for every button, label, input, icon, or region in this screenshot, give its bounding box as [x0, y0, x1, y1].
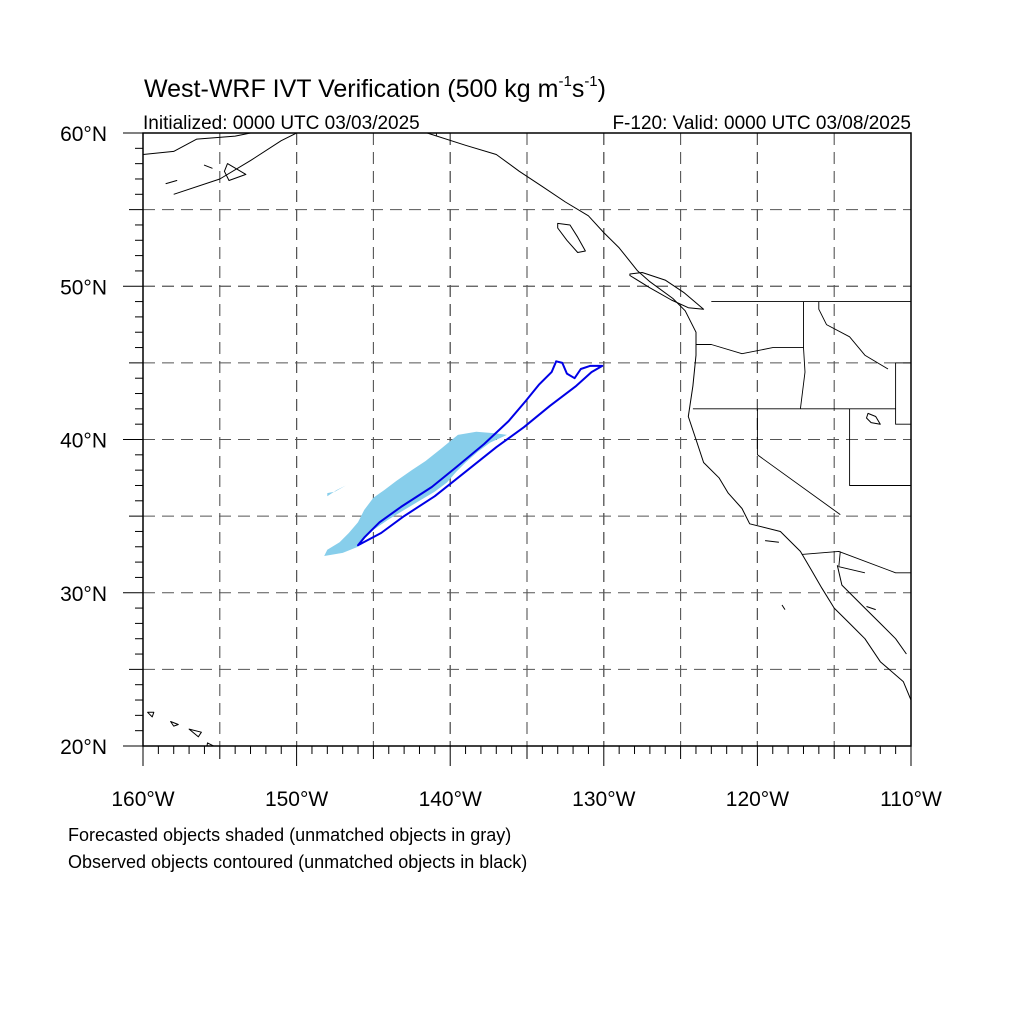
coastline-gulf-of-california [836, 565, 907, 655]
coastlines-and-borders [143, 133, 911, 746]
vancouver-island [629, 272, 705, 310]
political-border [756, 408, 841, 515]
ivt-objects [324, 360, 604, 556]
title-main: West-WRF IVT Verification (500 kg m [144, 75, 558, 103]
lon-tick-label: 110°W [880, 788, 942, 811]
alaska-island [165, 180, 178, 185]
political-border [838, 551, 866, 574]
lat-tick-label: 20°N [60, 736, 107, 759]
gridlines [143, 133, 911, 746]
title: West-WRF IVT Verification (500 kg m-1s-1… [144, 73, 606, 103]
lat-tick-label: 60°N [60, 123, 107, 146]
lon-tick-label: 150°W [265, 788, 328, 811]
baja-island [866, 606, 876, 611]
forecast-ivt-object [324, 431, 507, 556]
great-salt-lake [866, 412, 881, 425]
title-end: ) [598, 75, 606, 103]
axis-labels: 160°W 150°W 140°W 130°W 120°W 110°W 60°N 50°N 40… [60, 123, 942, 811]
political-border [801, 550, 911, 574]
lon-tick-label: 120°W [726, 788, 789, 811]
hawaii-island [188, 728, 202, 738]
forecast-ivt-fragment [327, 485, 346, 497]
lon-tick-label: 160°W [111, 788, 174, 811]
hawaii-island [206, 742, 215, 746]
lat-tick-label: 30°N [60, 583, 107, 606]
baja-island [781, 604, 786, 610]
haida-gwaii [557, 222, 586, 253]
alaska-island [223, 163, 247, 181]
lat-tick-label: 50°N [60, 276, 107, 299]
title-exponent-2: -1 [584, 73, 597, 90]
political-border [696, 344, 804, 355]
lon-tick-label: 140°W [419, 788, 482, 811]
political-border [818, 301, 889, 370]
coastline-alaska [143, 133, 251, 155]
hawaii-island [170, 721, 179, 727]
political-border [849, 408, 911, 486]
hawaii-island [147, 711, 155, 718]
plot-area [143, 133, 911, 746]
caption-observed: Observed objects contoured (unmatched ob… [68, 852, 528, 872]
caption-forecast: Forecasted objects shaded (unmatched obj… [68, 825, 512, 845]
title-mid: s [572, 75, 585, 103]
coastline-north-america [427, 133, 911, 701]
observed-ivt-contour [357, 360, 604, 547]
political-border [799, 301, 806, 409]
baja-island [765, 540, 779, 543]
title-exponent-1: -1 [558, 73, 571, 90]
coastline-alaska-peninsula [173, 133, 297, 195]
political-border [895, 362, 911, 425]
subtitle-valid: F-120: Valid: 0000 UTC 03/08/2025 [612, 113, 911, 134]
lat-tick-label: 40°N [60, 430, 107, 453]
lon-tick-label: 130°W [572, 788, 635, 811]
axis-ticks [123, 132, 912, 766]
subtitle-initialized: Initialized: 0000 UTC 03/03/2025 [143, 113, 420, 134]
alaska-island [203, 164, 213, 169]
